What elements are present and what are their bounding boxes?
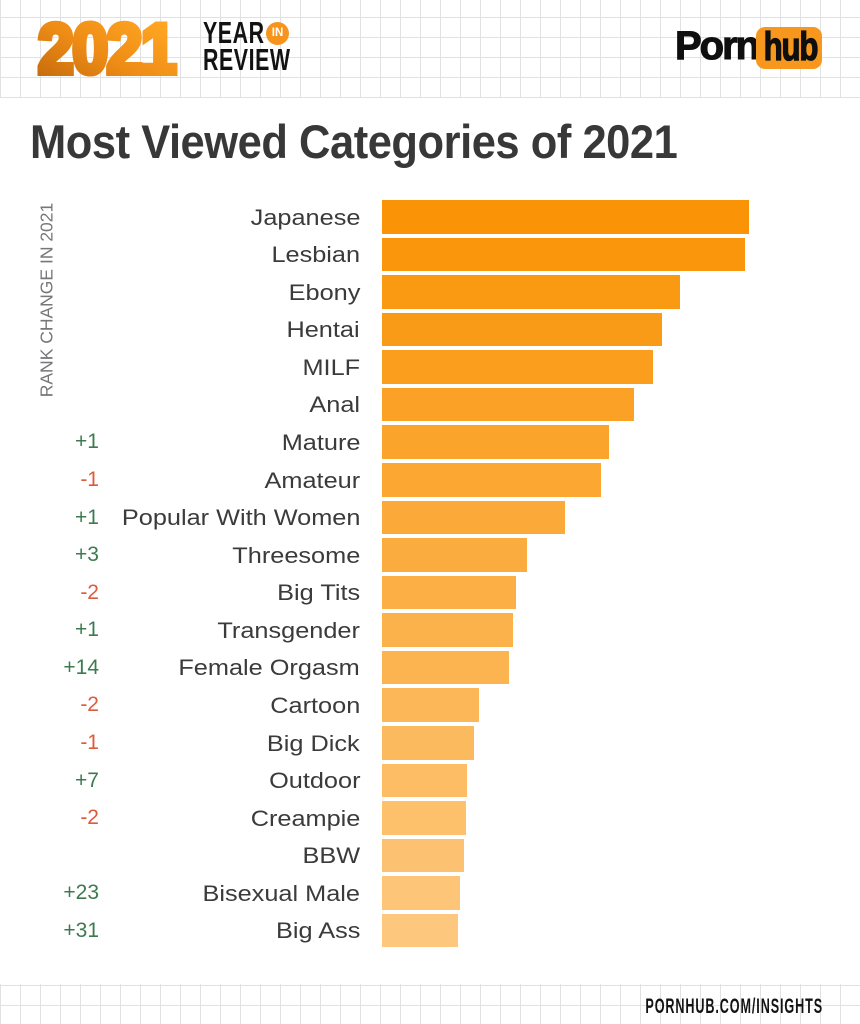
svg-text:2021: 2021 xyxy=(38,10,175,86)
